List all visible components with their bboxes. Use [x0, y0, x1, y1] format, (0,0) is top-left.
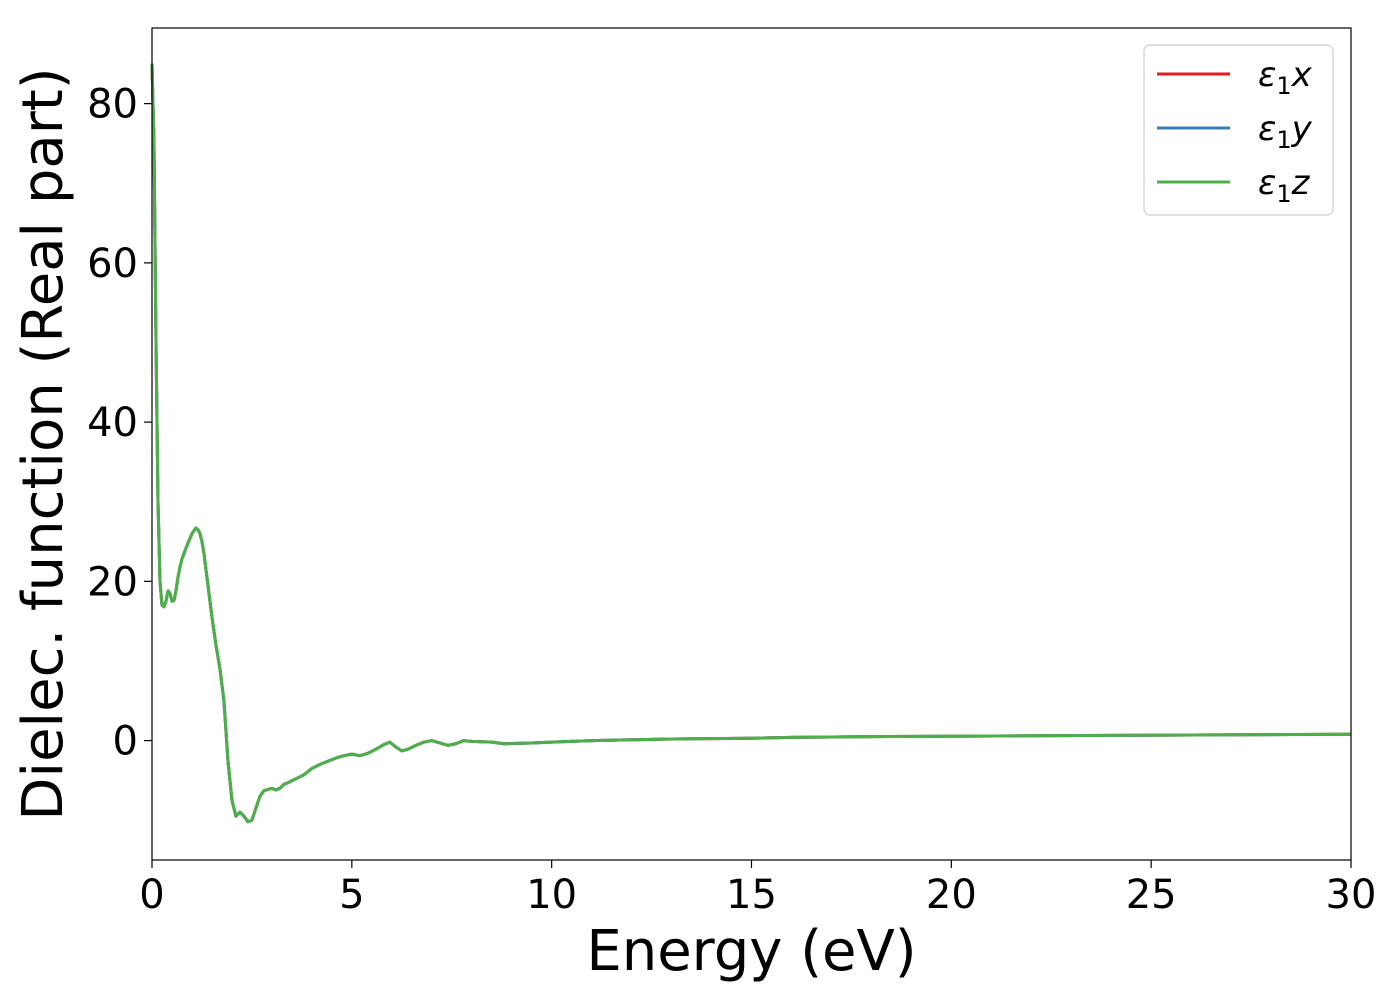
- series-line-3: [150, 63, 1352, 824]
- x-tick-label: 5: [339, 872, 364, 918]
- legend-label: ε1z: [1258, 163, 1311, 208]
- y-tick-label: 20: [87, 559, 138, 605]
- legend-label: ε1y: [1258, 109, 1313, 154]
- legend: ε1x ε1y ε1z: [1143, 44, 1334, 216]
- x-tick-label: 25: [1126, 872, 1177, 918]
- x-tick-label: 20: [926, 872, 977, 918]
- series-layer: [150, 63, 1352, 824]
- legend-label: ε1x: [1258, 55, 1313, 100]
- y-tick-label: 60: [87, 241, 138, 287]
- y-tick-label: 40: [87, 400, 138, 446]
- y-tick-label: 0: [113, 719, 138, 765]
- x-tick-label: 0: [139, 872, 164, 918]
- x-axis-ticks: 0 5 10 15 20 25 30: [139, 860, 1376, 918]
- x-tick-label: 30: [1326, 872, 1377, 918]
- legend-box: [1143, 44, 1334, 216]
- y-axis-ticks: 0 20 40 60 80: [87, 82, 152, 765]
- y-tick-label: 80: [87, 82, 138, 128]
- y-axis-label: Dielec. function (Real part): [11, 67, 76, 820]
- x-tick-label: 10: [526, 872, 577, 918]
- x-tick-label: 15: [726, 872, 777, 918]
- x-axis-label: Energy (eV): [586, 919, 916, 984]
